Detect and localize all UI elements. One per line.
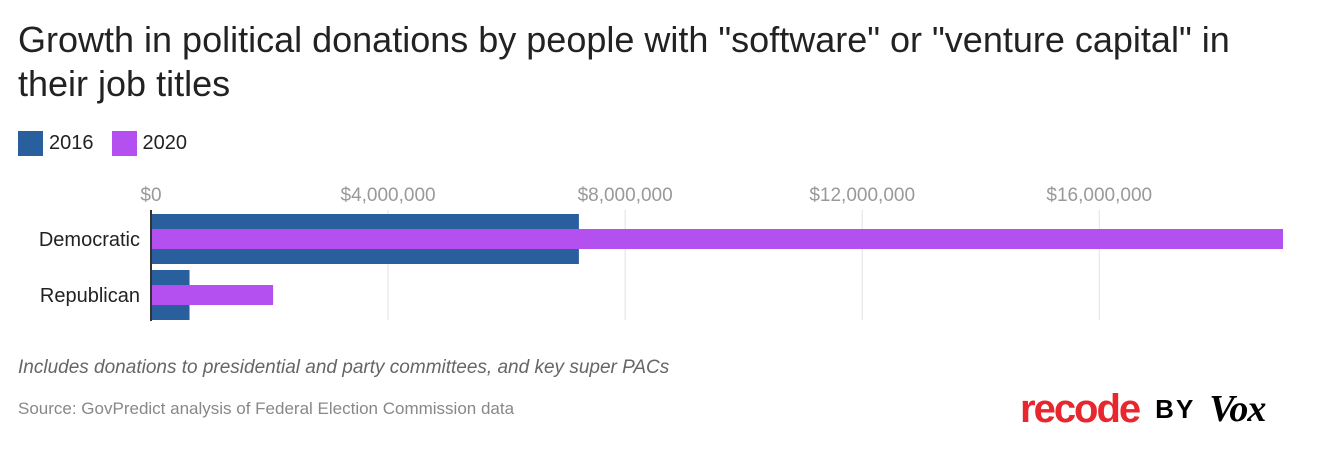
category-label: Republican [40,285,140,307]
chart-note: Includes donations to presidential and p… [18,357,670,378]
logo-by: BY [1155,393,1196,424]
legend: 2016 2020 [18,131,205,156]
x-tick-label: $0 [140,185,161,206]
chart-source: Source: GovPredict analysis of Federal E… [18,399,515,418]
logo-vox: Vox [1209,388,1266,430]
legend-item-2020: 2020 [111,131,188,156]
logo-recode: recode [1020,387,1141,431]
legend-label-2020: 2020 [142,132,188,154]
x-tick-label: $8,000,000 [578,185,673,206]
bar-2020-republican [151,285,274,305]
recode-by-vox-logo: recode BY Vox [1020,384,1266,434]
x-tick-label: $4,000,000 [341,185,436,206]
legend-swatch-2020 [111,131,137,156]
x-tick-label: $12,000,000 [809,185,915,206]
bar-chart: $0 $4,000,000 $8,000,000 $12,000,000 $16,000… [39,185,1283,321]
bar-2020-democratic [151,229,1283,249]
category-label: Democratic [39,229,140,251]
x-tick-label: $16,000,000 [1046,185,1152,206]
legend-label-2016: 2016 [49,132,94,154]
chart-title: Growth in political donations by people … [18,19,1230,104]
legend-swatch-2016 [18,131,43,156]
legend-item-2016: 2016 [18,131,94,156]
